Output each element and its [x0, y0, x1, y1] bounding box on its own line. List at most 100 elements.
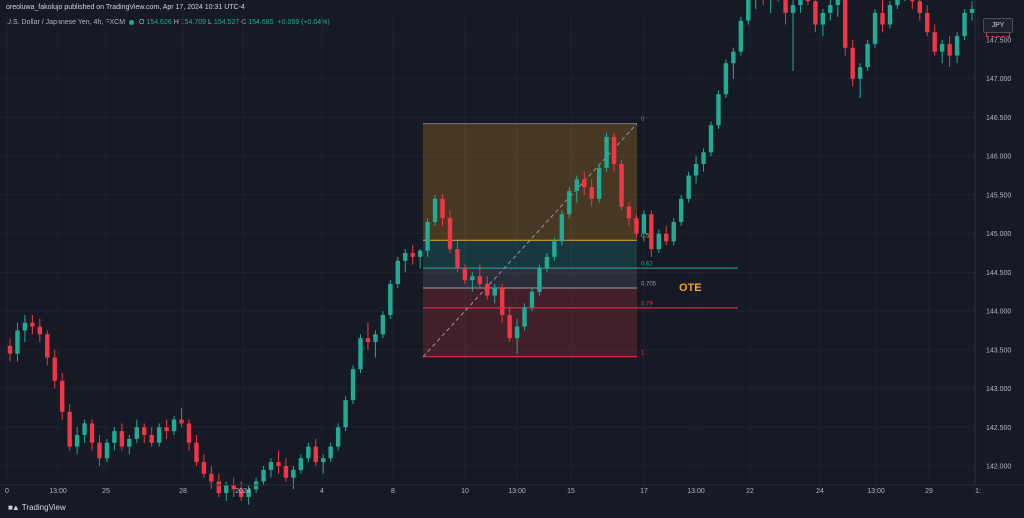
- candle: [268, 458, 274, 478]
- fibonacci-retracement[interactable]: 0 0.5 0.62 0.705 0.79 1: [422, 117, 738, 358]
- symbol-name: U.S. Dollar / Japanese Yen, 4h, FXCM: [6, 19, 126, 26]
- candle-body: [857, 67, 863, 79]
- candle: [783, 0, 788, 25]
- candle-body: [246, 489, 251, 497]
- candle-body: [798, 0, 803, 6]
- candle: [52, 349, 57, 389]
- candle: [22, 314, 28, 343]
- candle: [127, 435, 132, 455]
- candle-body: [119, 431, 125, 447]
- candle: [880, 0, 885, 33]
- candle-body: [835, 0, 840, 6]
- time-tick-label: 13:00: [508, 488, 526, 495]
- candle: [656, 229, 661, 253]
- candle-body: [932, 32, 937, 52]
- candle-body: [529, 291, 535, 308]
- candle-body: [455, 249, 460, 269]
- candle: [514, 318, 520, 354]
- symbol-legend[interactable]: U.S. Dollar / Japanese Yen, 4h, FXCM O 15…: [6, 19, 330, 26]
- candle-body: [813, 1, 818, 25]
- candle-body: [447, 218, 453, 250]
- fib-label-1: 1: [641, 350, 645, 356]
- candle: [410, 245, 415, 265]
- candle-body: [686, 175, 691, 199]
- candle-body: [805, 0, 811, 2]
- candle: [447, 210, 453, 253]
- candle: [380, 311, 386, 339]
- candle-body: [641, 214, 647, 234]
- candle-body: [746, 0, 751, 21]
- candle-body: [678, 198, 684, 223]
- candle-body: [358, 338, 363, 370]
- candle-body: [880, 12, 885, 25]
- fib-label-0: 0: [641, 117, 645, 123]
- candle-body: [887, 5, 893, 25]
- candle-body: [276, 462, 281, 466]
- candle: [746, 0, 751, 25]
- price-tick-label: 146.500: [986, 115, 1011, 122]
- candle: [582, 171, 587, 195]
- time-tick-label: 8: [391, 488, 395, 495]
- ohlc-open-label: O: [138, 19, 145, 26]
- grid: [0, 14, 979, 485]
- candle-body: [45, 334, 50, 358]
- candle-body: [22, 322, 28, 331]
- axes: 147.500 147.000 146.500 146.000 145.500 145.0…: [0, 0, 1024, 495]
- candle: [762, 0, 764, 6]
- candle-body: [60, 380, 65, 412]
- candle-body: [962, 12, 967, 37]
- candle-body: [365, 338, 371, 343]
- candle-body: [626, 206, 632, 219]
- candle: [432, 194, 438, 226]
- candle-body: [238, 489, 244, 497]
- candle: [835, 0, 840, 17]
- candle: [962, 9, 967, 40]
- candle: [777, 0, 779, 2]
- candle: [149, 427, 154, 447]
- candle: [417, 249, 423, 269]
- time-tick-label: 13:00: [687, 488, 705, 495]
- candle-body: [522, 307, 527, 327]
- candle: [335, 423, 341, 451]
- candle-body: [328, 446, 333, 459]
- candle-body: [149, 435, 154, 443]
- candle-body: [582, 179, 587, 188]
- candle-body: [820, 12, 826, 25]
- price-tick-label: 143.000: [986, 386, 1011, 393]
- fib-zone-0.5-0.62: [423, 240, 637, 269]
- candle-body: [947, 43, 952, 56]
- candle: [723, 59, 729, 99]
- candle-body: [432, 198, 438, 223]
- candle: [537, 264, 542, 296]
- candle-body: [589, 187, 594, 199]
- candle-body: [783, 0, 788, 13]
- candle: [641, 210, 647, 242]
- candle-body: [403, 253, 408, 261]
- candle: [589, 179, 594, 207]
- candle: [201, 454, 207, 478]
- candle: [156, 423, 162, 447]
- candle: [671, 218, 676, 246]
- candle: [373, 330, 378, 358]
- candle: [798, 0, 803, 13]
- tradingview-logo-icon: ■▲: [8, 503, 20, 512]
- candle: [969, 1, 975, 21]
- ohlc-close-label: C: [241, 19, 247, 26]
- candle: [291, 466, 296, 490]
- candle-body: [731, 51, 736, 64]
- candle: [559, 210, 565, 246]
- candle-body: [656, 233, 661, 250]
- candle: [522, 303, 527, 331]
- candle: [343, 396, 348, 432]
- candle: [171, 415, 177, 436]
- candle: [790, 0, 796, 71]
- candle: [828, 0, 833, 21]
- currency-button[interactable]: JPY: [983, 18, 1013, 37]
- candle-body: [567, 191, 572, 215]
- candle-body: [335, 427, 341, 447]
- candle: [850, 40, 855, 87]
- candle-body: [828, 5, 833, 13]
- candle-body: [619, 163, 624, 207]
- candle: [731, 47, 736, 79]
